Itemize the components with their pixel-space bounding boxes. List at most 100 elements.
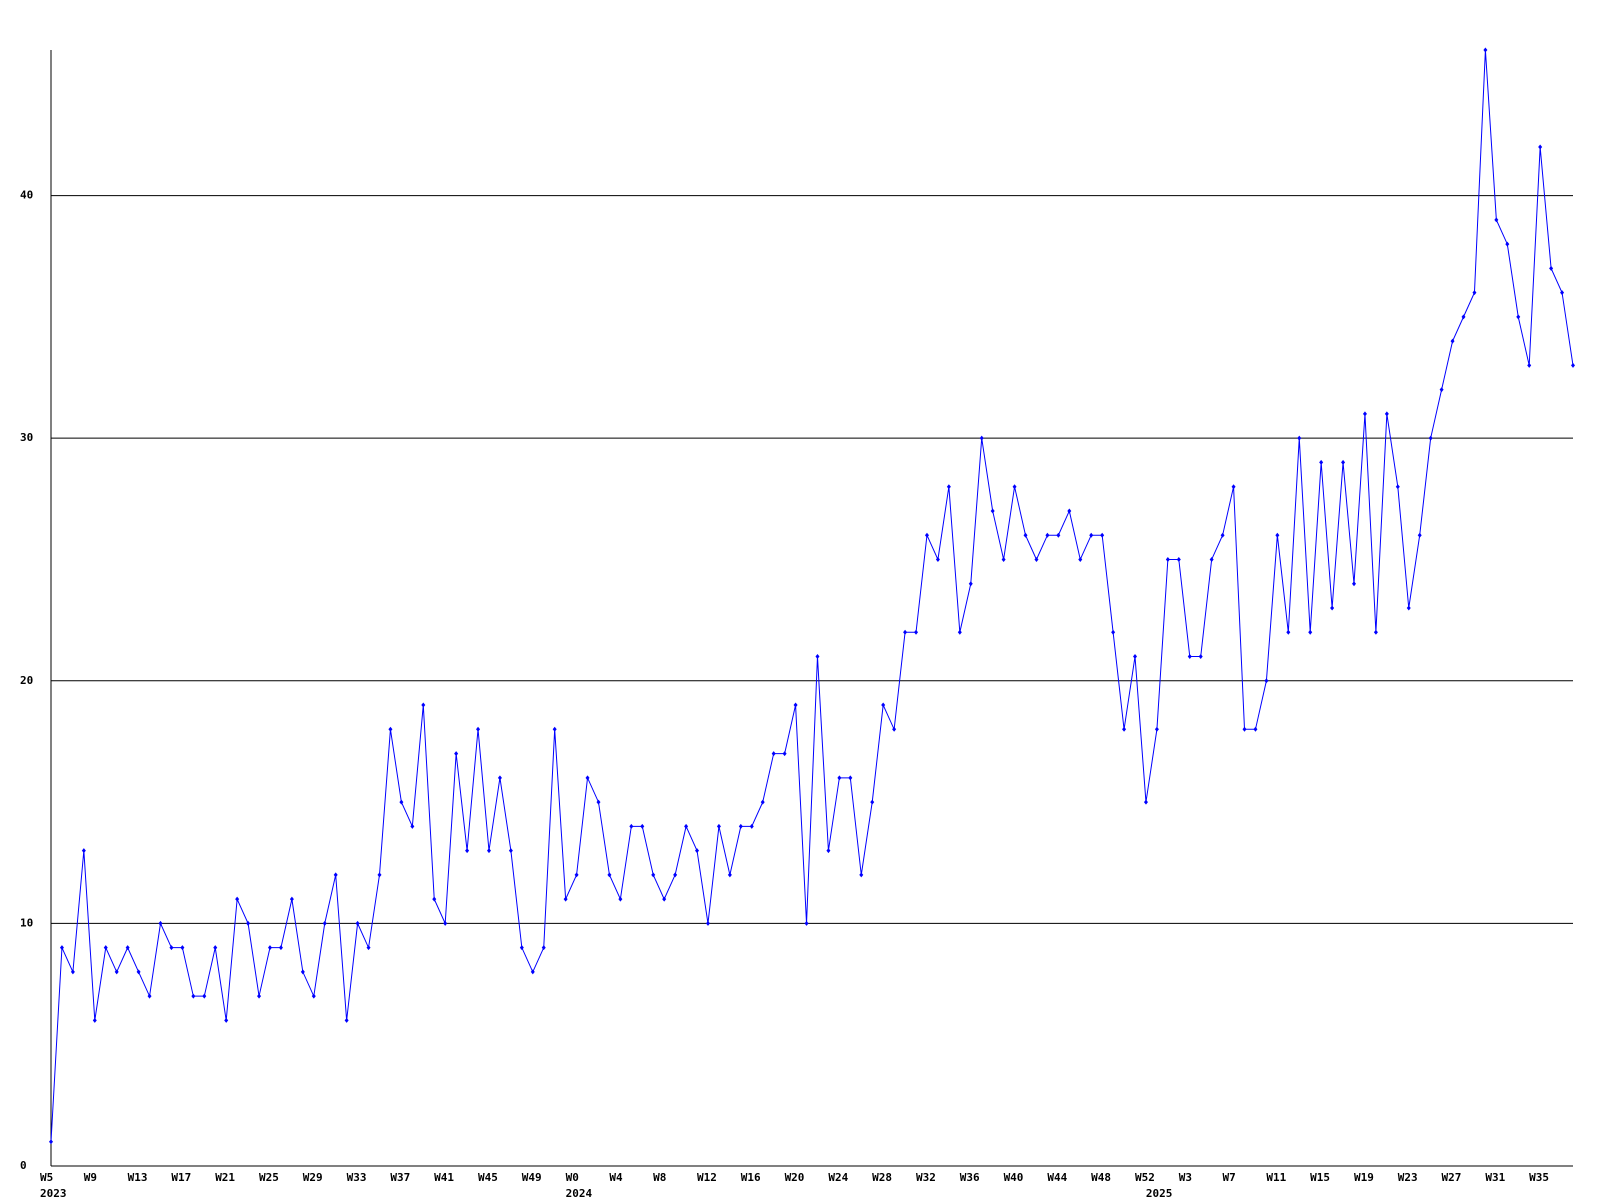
data-point: [1516, 314, 1521, 320]
data-point: [1209, 556, 1214, 562]
data-point: [903, 629, 908, 635]
data-point: [705, 920, 710, 926]
x-tick-label: W20: [785, 1171, 805, 1184]
data-point: [695, 848, 700, 854]
data-point: [486, 848, 491, 854]
data-point: [191, 993, 196, 999]
x-tick-label: W24: [828, 1171, 848, 1184]
data-point: [114, 969, 119, 975]
x-tick-label: W29: [303, 1171, 323, 1184]
data-point: [1034, 556, 1039, 562]
data-point: [552, 726, 557, 732]
data-point: [541, 945, 546, 951]
data-point: [366, 945, 371, 951]
x-tick-label: W5: [40, 1171, 53, 1184]
data-point: [1538, 144, 1543, 150]
data-point: [924, 532, 929, 538]
data-point: [1560, 290, 1565, 296]
data-point: [344, 1017, 349, 1023]
x-tick-label: W40: [1004, 1171, 1024, 1184]
data-point: [289, 896, 294, 902]
data-point: [1056, 532, 1061, 538]
data-point: [158, 920, 163, 926]
data-point: [1143, 799, 1148, 805]
data-point: [1045, 532, 1050, 538]
data-point: [892, 726, 897, 732]
x-tick-label: W9: [84, 1171, 97, 1184]
data-point: [1494, 217, 1499, 223]
data-point: [1111, 629, 1116, 635]
x-tick-label: W8: [653, 1171, 666, 1184]
x-tick-label: W4: [609, 1171, 623, 1184]
data-point: [180, 945, 185, 951]
data-point: [1450, 338, 1455, 344]
data-point: [684, 823, 689, 829]
data-point: [804, 920, 809, 926]
data-point: [727, 872, 732, 878]
data-point: [1505, 241, 1510, 247]
data-point: [103, 945, 108, 951]
data-point: [716, 823, 721, 829]
x-tick-label: W36: [960, 1171, 980, 1184]
data-point: [213, 945, 218, 951]
x-tick-label: W37: [390, 1171, 410, 1184]
data-point: [651, 872, 656, 878]
data-point: [1100, 532, 1105, 538]
data-point: [1297, 435, 1302, 441]
data-point: [1352, 581, 1357, 587]
data-point: [1122, 726, 1127, 732]
data-point: [607, 872, 612, 878]
data-point: [979, 435, 984, 441]
data-point: [432, 896, 437, 902]
x-tick-label: W11: [1266, 1171, 1286, 1184]
data-point: [1264, 678, 1269, 684]
x-tick-label: W19: [1354, 1171, 1374, 1184]
x-tick-label: W23: [1398, 1171, 1418, 1184]
data-point: [1308, 629, 1313, 635]
data-point: [333, 872, 338, 878]
data-point: [1472, 290, 1477, 296]
data-point: [125, 945, 130, 951]
x-tick-label: W0: [566, 1171, 579, 1184]
data-point: [1176, 556, 1181, 562]
data-point: [1012, 484, 1017, 490]
y-tick-label: 20: [20, 674, 33, 687]
data-point: [136, 969, 141, 975]
data-point: [914, 629, 919, 635]
data-point: [771, 751, 776, 757]
data-point: [377, 872, 382, 878]
x-tick-label: W48: [1091, 1171, 1111, 1184]
x-tick-label: W49: [522, 1171, 542, 1184]
x-tick-label: W7: [1223, 1171, 1236, 1184]
data-point: [629, 823, 634, 829]
data-point: [202, 993, 207, 999]
x-group-label: 2024: [566, 1187, 593, 1200]
data-point: [596, 799, 601, 805]
x-tick-label: W21: [215, 1171, 235, 1184]
data-point: [563, 896, 568, 902]
data-point: [760, 799, 765, 805]
data-point: [837, 775, 842, 781]
x-tick-label: W35: [1529, 1171, 1549, 1184]
data-point: [673, 872, 678, 878]
data-point: [793, 702, 798, 708]
data-point: [421, 702, 426, 708]
data-point: [1067, 508, 1072, 514]
data-point: [1133, 654, 1138, 660]
data-point: [147, 993, 152, 999]
data-point: [1483, 47, 1488, 53]
x-tick-label: W27: [1442, 1171, 1462, 1184]
data-point: [169, 945, 174, 951]
data-point: [246, 920, 251, 926]
data-point: [848, 775, 853, 781]
data-point: [1319, 459, 1324, 465]
data-point: [1165, 556, 1170, 562]
x-tick-label: W15: [1310, 1171, 1330, 1184]
x-tick-label: W45: [478, 1171, 498, 1184]
x-tick-label: W52: [1135, 1171, 1155, 1184]
data-point: [1220, 532, 1225, 538]
data-point: [1231, 484, 1236, 490]
data-point: [1373, 629, 1378, 635]
